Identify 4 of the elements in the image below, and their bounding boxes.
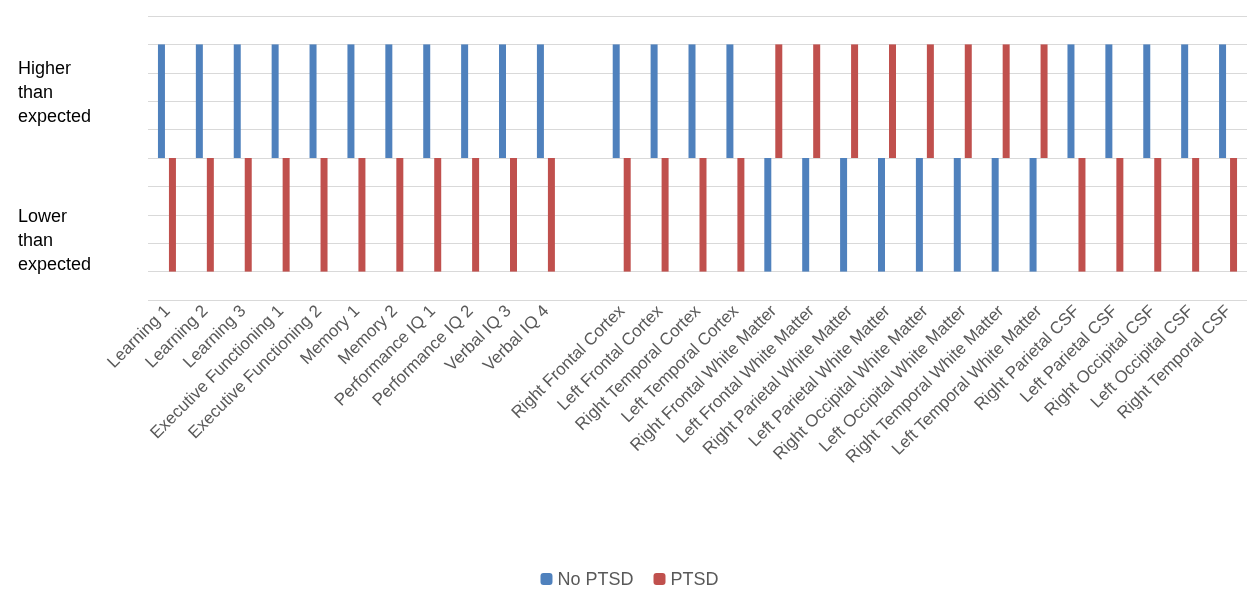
text: Higher than expected: [18, 58, 92, 126]
text: Lower than expected: [18, 206, 92, 274]
legend-label: PTSD: [670, 569, 719, 589]
legend-label: No PTSD: [557, 569, 634, 589]
